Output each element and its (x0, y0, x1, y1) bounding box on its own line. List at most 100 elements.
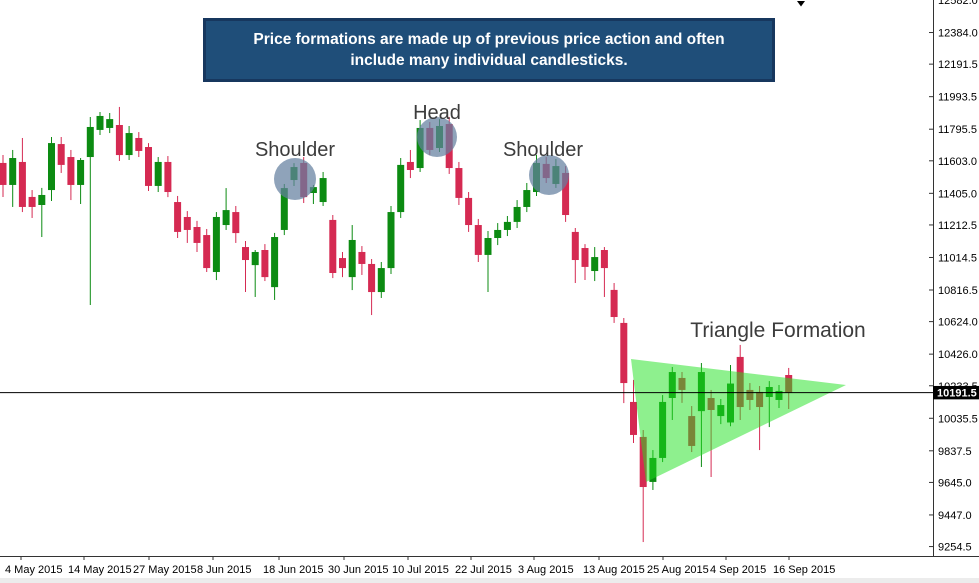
candle (339, 251, 346, 278)
price-axis-label: 12582.0 (938, 0, 978, 7)
price-axis-label: 11993.5 (938, 92, 977, 104)
price-axis-label: 9645.0 (938, 477, 972, 489)
candle-body (9, 158, 17, 185)
candle (96, 112, 104, 136)
date-axis-label: 25 Aug 2015 (647, 564, 709, 576)
candle-body (387, 212, 395, 269)
price-axis-label: 11212.5 (938, 220, 977, 232)
candle-body (591, 257, 599, 272)
date-axis-label: 10 Jul 2015 (392, 564, 449, 576)
candle-body (600, 250, 608, 269)
candle (57, 136, 65, 173)
candle (581, 244, 589, 281)
price-axis-labels[interactable]: 12582.0 12384.0 12191.5 11993.5 11795.5 11603… (929, 0, 978, 554)
candle-body (630, 401, 637, 435)
candle (406, 149, 414, 179)
candle-body (465, 197, 473, 226)
candle (48, 136, 55, 202)
candle-body (106, 119, 114, 128)
candle-body (358, 251, 366, 264)
candle-body (329, 219, 337, 273)
candle (319, 171, 327, 206)
candle (377, 261, 385, 298)
candle (329, 215, 337, 279)
candle-body (397, 164, 405, 213)
candle (251, 250, 259, 297)
candle-body (77, 159, 85, 185)
candle-body (242, 247, 249, 261)
candle-body (57, 144, 65, 165)
candle (212, 212, 220, 281)
candle-body (251, 251, 259, 266)
annotation-label-shoulder: Shoulder (503, 139, 583, 161)
candle-body (309, 187, 317, 194)
candle (125, 125, 133, 160)
candle (242, 240, 249, 293)
pattern-highlight-circle (529, 155, 569, 195)
date-axis-label: 4 Sep 2015 (710, 564, 766, 576)
candle (261, 244, 269, 282)
candle-body (222, 210, 230, 226)
candle-body (115, 125, 123, 156)
candle (620, 318, 628, 404)
date-axis-label: 22 Jul 2015 (455, 564, 512, 576)
candle-body (183, 216, 191, 230)
candle (513, 200, 521, 228)
pattern-overlays (274, 117, 846, 482)
candle (135, 132, 143, 158)
candle-body (135, 137, 143, 151)
price-tag-box (933, 385, 979, 400)
candle (193, 220, 201, 252)
date-axis-label: 3 Aug 2015 (518, 564, 574, 576)
candles (0, 106, 793, 543)
candle-body (164, 161, 172, 193)
annotation-label-head: Head (413, 102, 461, 124)
candle-body (271, 237, 279, 288)
candle (571, 227, 579, 284)
candle (115, 106, 123, 161)
banner-line2: include many individual candlesticks. (350, 52, 628, 69)
window-bottom-strip (0, 578, 979, 583)
candle-body (581, 248, 589, 267)
date-axis-label: 13 Aug 2015 (583, 564, 645, 576)
candle (222, 188, 230, 230)
candle-body (193, 227, 201, 243)
candle (503, 215, 511, 237)
candle-body (339, 258, 346, 269)
candle (67, 149, 75, 201)
candle-body (416, 127, 424, 169)
candle (465, 192, 473, 232)
candle-body (406, 161, 414, 171)
candle-body (610, 289, 618, 318)
annotation-labels: Shoulder Head Shoulder Triangle Formation (255, 102, 866, 342)
candle-body (368, 263, 376, 293)
candle-body (523, 190, 531, 207)
candle (397, 158, 405, 218)
price-axis-label: 10035.5 (938, 413, 978, 425)
candle-body (154, 161, 162, 186)
price-axis-label: 10816.5 (938, 285, 978, 297)
candle (271, 232, 279, 300)
triangle-formation-shape (631, 359, 846, 482)
candle (630, 379, 637, 444)
candle-body (48, 143, 55, 191)
candle-body (232, 212, 240, 234)
candle (183, 211, 191, 243)
annotation-label-triangle-formation: Triangle Formation (690, 319, 865, 342)
candle-body (571, 231, 579, 261)
price-axis-label: 9837.5 (938, 446, 972, 458)
date-axis-label: 4 May 2015 (5, 564, 62, 576)
price-axis-label: 11014.5 (938, 252, 977, 264)
time-axis-labels[interactable]: 4 May 2015 14 May 2015 27 May 2015 8 Jun 20… (5, 556, 835, 576)
scroll-to-end-marker-icon[interactable] (797, 1, 805, 7)
candle-body (503, 221, 511, 230)
candle-body (125, 133, 133, 156)
price-axis-label: 12384.0 (938, 28, 978, 40)
candle (484, 230, 492, 293)
price-axis-label: 10426.0 (938, 349, 978, 361)
candle-body (145, 147, 152, 186)
candle (600, 247, 608, 297)
